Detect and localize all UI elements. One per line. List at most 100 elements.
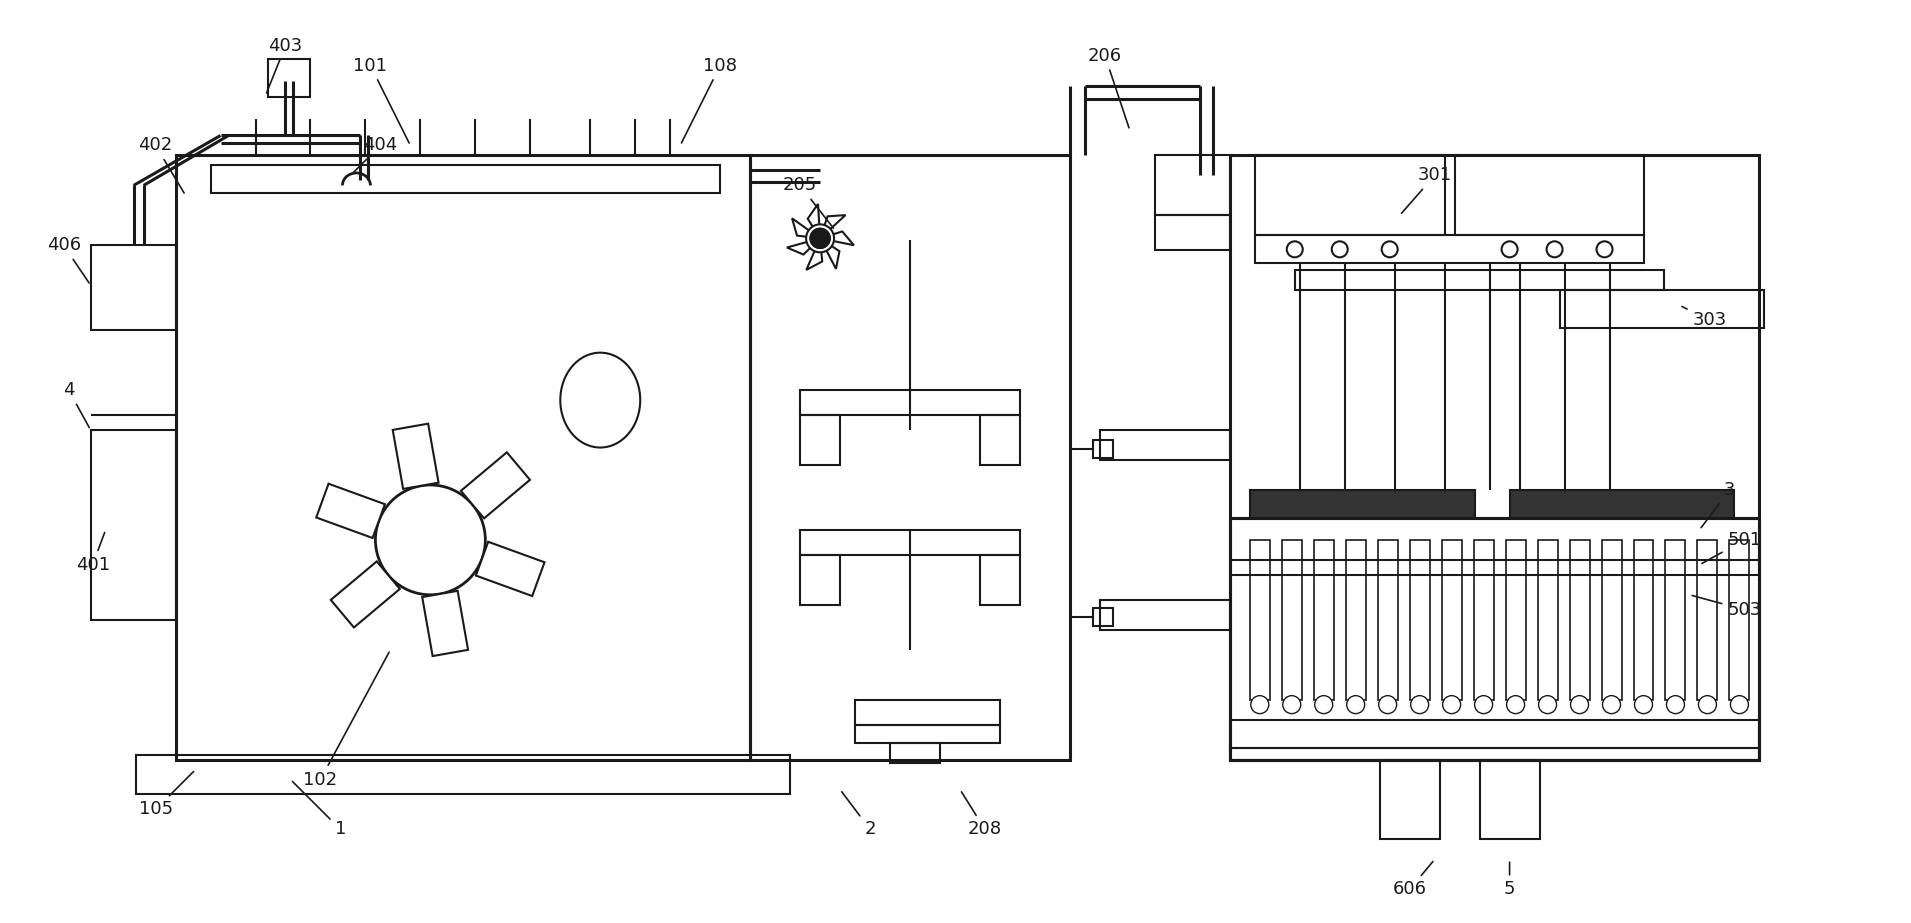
Circle shape — [1603, 696, 1621, 713]
Text: 301: 301 — [1401, 166, 1452, 213]
Text: 406: 406 — [46, 236, 90, 283]
Bar — [1256, 155, 1445, 235]
Circle shape — [1596, 241, 1613, 258]
Circle shape — [1382, 241, 1397, 258]
Bar — [1601, 540, 1622, 700]
Circle shape — [1538, 696, 1557, 713]
Bar — [1538, 540, 1557, 700]
Polygon shape — [476, 542, 545, 596]
Circle shape — [1571, 696, 1588, 713]
Bar — [1380, 760, 1439, 839]
Bar — [269, 58, 310, 97]
Polygon shape — [820, 238, 839, 269]
Text: 102: 102 — [304, 653, 390, 788]
Bar — [1231, 155, 1760, 760]
Bar — [1093, 607, 1112, 626]
Polygon shape — [315, 484, 384, 538]
Text: 501: 501 — [1703, 531, 1762, 564]
Ellipse shape — [375, 485, 485, 594]
Circle shape — [1475, 696, 1492, 713]
Bar — [1410, 540, 1429, 700]
Text: 5: 5 — [1504, 862, 1515, 898]
Circle shape — [810, 228, 829, 248]
Circle shape — [1347, 696, 1364, 713]
Bar — [1559, 290, 1764, 329]
Circle shape — [1443, 696, 1460, 713]
Bar — [1296, 270, 1664, 290]
Bar — [1231, 720, 1760, 748]
Bar — [210, 165, 720, 194]
Text: 404: 404 — [352, 137, 397, 174]
Bar — [1729, 540, 1749, 700]
Polygon shape — [820, 215, 845, 238]
Text: 101: 101 — [354, 56, 409, 143]
Bar — [1506, 540, 1525, 700]
Bar — [1101, 600, 1231, 629]
Circle shape — [1332, 241, 1347, 258]
Bar — [1313, 540, 1334, 700]
Bar — [801, 415, 841, 465]
Text: 208: 208 — [961, 792, 1001, 838]
Text: 403: 403 — [266, 37, 302, 93]
Bar — [1473, 540, 1494, 700]
Bar — [1093, 440, 1112, 458]
Polygon shape — [394, 424, 438, 489]
Bar — [1510, 490, 1735, 518]
Bar — [801, 390, 1020, 415]
Polygon shape — [806, 238, 822, 270]
Bar — [980, 555, 1020, 605]
Text: 4: 4 — [63, 381, 90, 427]
Circle shape — [1731, 696, 1749, 713]
Circle shape — [1699, 696, 1716, 713]
Bar — [751, 155, 1070, 760]
Polygon shape — [820, 232, 854, 246]
Circle shape — [1546, 241, 1563, 258]
Circle shape — [806, 224, 833, 252]
Bar — [854, 700, 999, 725]
Text: 105: 105 — [138, 772, 193, 819]
Circle shape — [810, 228, 829, 248]
Circle shape — [1282, 696, 1301, 713]
Bar — [1256, 235, 1645, 263]
Text: 205: 205 — [784, 176, 833, 228]
Bar — [1154, 215, 1231, 250]
Circle shape — [1634, 696, 1653, 713]
Bar — [801, 530, 1020, 555]
Bar — [1154, 155, 1231, 215]
Bar — [891, 743, 940, 762]
Bar — [1250, 490, 1475, 518]
Polygon shape — [422, 591, 468, 656]
Text: 402: 402 — [138, 137, 183, 193]
Text: 606: 606 — [1393, 861, 1433, 898]
Bar — [980, 415, 1020, 465]
Bar — [1441, 540, 1462, 700]
Bar — [1479, 760, 1540, 839]
Circle shape — [1315, 696, 1332, 713]
Circle shape — [1666, 696, 1684, 713]
Polygon shape — [791, 219, 820, 238]
Circle shape — [1410, 696, 1429, 713]
Text: 503: 503 — [1691, 595, 1762, 618]
Bar — [1231, 518, 1760, 760]
Circle shape — [1502, 241, 1517, 258]
Circle shape — [1378, 696, 1397, 713]
Bar — [1666, 540, 1686, 700]
Bar — [1231, 748, 1760, 760]
Polygon shape — [331, 561, 399, 628]
Text: 1: 1 — [292, 782, 346, 838]
Bar — [1282, 540, 1301, 700]
Bar — [1101, 430, 1231, 460]
Bar — [90, 246, 176, 330]
Bar — [136, 755, 789, 795]
Bar — [1250, 540, 1269, 700]
Text: 3: 3 — [1701, 481, 1735, 528]
Text: 401: 401 — [76, 533, 109, 574]
Bar — [1345, 540, 1366, 700]
Text: 108: 108 — [682, 56, 738, 143]
Polygon shape — [808, 204, 820, 238]
Bar — [854, 725, 999, 743]
Bar — [1454, 155, 1645, 235]
Bar — [801, 555, 841, 605]
Bar — [1634, 540, 1653, 700]
Circle shape — [1506, 696, 1525, 713]
